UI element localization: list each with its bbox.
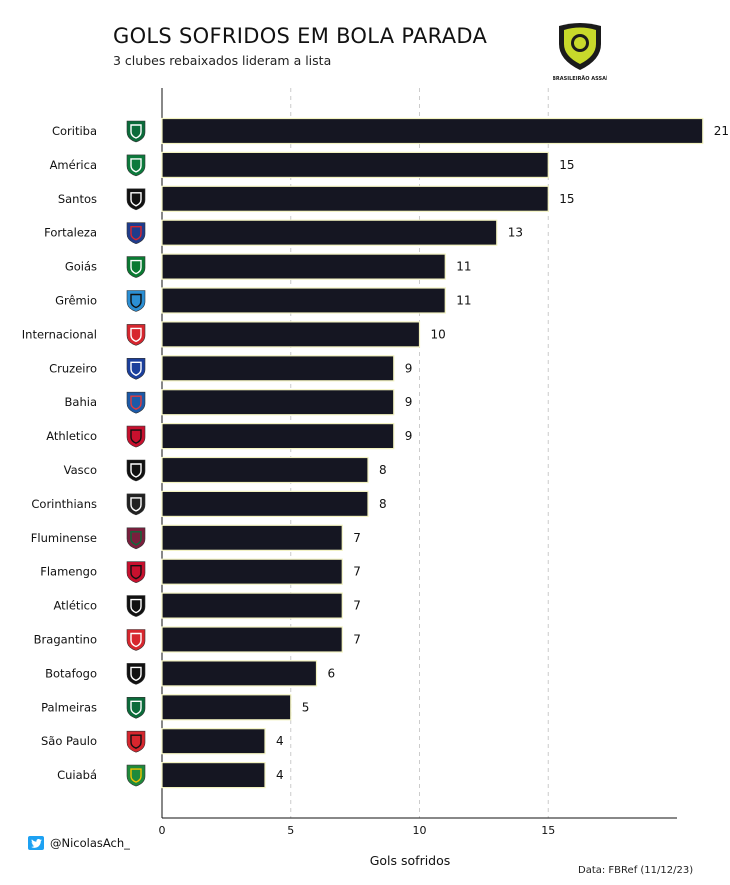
bar (161, 728, 266, 755)
bar (161, 694, 292, 721)
team-crest-icon (126, 527, 146, 550)
bar (161, 389, 395, 416)
category-label: Internacional (22, 327, 97, 341)
value-label: 4 (276, 768, 284, 782)
category-label: Bahia (65, 395, 97, 409)
bar (161, 117, 704, 145)
category-label: Palmeiras (41, 700, 97, 714)
x-tick-label: 5 (287, 824, 294, 837)
value-label: 9 (405, 395, 413, 409)
category-label: Vasco (64, 463, 97, 477)
bar (161, 524, 343, 551)
bar (161, 456, 369, 484)
team-crest-icon (126, 222, 146, 245)
value-label: 8 (379, 463, 387, 477)
value-label: 4 (276, 734, 284, 748)
value-label: 7 (353, 633, 361, 647)
bar (161, 761, 266, 789)
value-label: 10 (431, 327, 446, 341)
team-crest-icon (126, 154, 146, 177)
x-tick-label: 15 (541, 824, 555, 837)
value-label: 6 (328, 666, 336, 680)
bar (161, 558, 343, 585)
team-crest-icon (126, 425, 146, 448)
value-label: 7 (353, 599, 361, 613)
twitter-icon (28, 836, 44, 850)
category-label: Bragantino (34, 633, 97, 647)
category-label: Fortaleza (44, 226, 97, 240)
x-tick-label: 10 (413, 824, 427, 837)
team-crest-icon (126, 595, 146, 617)
x-axis-label: Gols sofridos (370, 853, 451, 868)
category-label: Botafogo (45, 666, 97, 680)
bar (161, 592, 343, 619)
bar (161, 151, 549, 178)
category-label: Santos (58, 192, 97, 206)
team-crest-icon (126, 764, 146, 787)
value-label: 11 (456, 260, 471, 274)
author-handle-text: @NicolasAch_ (50, 836, 130, 850)
league-logo-text: BRASILEIRÃO ASSAÍ (553, 74, 607, 82)
value-label: 7 (353, 565, 361, 579)
brasileirao-logo: BRASILEIRÃO ASSAÍ (553, 23, 607, 82)
value-labels: 21 15 15 13 11 11 10 9 9 9 8 8 7 7 7 7 6 5 4 4 (276, 124, 729, 782)
category-label: Cruzeiro (49, 361, 97, 375)
team-crest-icon (126, 120, 146, 143)
category-label: Fluminense (31, 531, 97, 545)
team-crest-icon (126, 493, 146, 516)
team-crest-icon (126, 697, 146, 719)
data-source: Data: FBRef (11/12/23) (578, 865, 694, 876)
value-label: 11 (456, 294, 471, 308)
category-label: Corinthians (31, 497, 97, 511)
value-label: 9 (405, 361, 413, 375)
team-crest-icon (126, 358, 146, 380)
team-crest-icon (126, 256, 146, 278)
category-label: Goiás (65, 260, 97, 274)
value-label: 7 (353, 531, 361, 545)
chart-subtitle: 3 clubes rebaixados lideram a lista (113, 53, 332, 68)
value-label: 21 (714, 124, 729, 138)
chart-title: GOLS SOFRIDOS EM BOLA PARADA (113, 24, 488, 48)
x-tick-labels: 0 5 10 15 (159, 824, 556, 837)
bar (161, 253, 446, 280)
value-label: 8 (379, 497, 387, 511)
team-crest-icon (126, 459, 146, 482)
bar (161, 321, 421, 348)
bars (161, 117, 704, 789)
team-crest-icon (126, 663, 146, 685)
bar (161, 490, 369, 517)
value-label: 5 (302, 700, 310, 714)
category-label: Flamengo (40, 565, 97, 579)
team-crest-icon (126, 188, 146, 211)
category-labels: Coritiba América Santos Fortaleza Goiás Grêmi… (22, 124, 97, 782)
category-label: Grêmio (55, 294, 97, 308)
team-crests (126, 120, 146, 787)
team-crest-icon (126, 324, 146, 346)
category-label: Atlético (53, 599, 97, 613)
value-label: 15 (559, 158, 574, 172)
bar (161, 423, 395, 450)
x-tick-label: 0 (159, 824, 166, 837)
bar (161, 355, 395, 382)
bar (161, 219, 498, 246)
bar (161, 287, 446, 314)
value-label: 13 (508, 226, 523, 240)
author-handle[interactable]: @NicolasAch_ (28, 836, 130, 850)
category-label: Athletico (46, 429, 97, 443)
category-label: América (50, 158, 97, 172)
value-label: 9 (405, 429, 413, 443)
bar (161, 185, 549, 212)
team-crest-icon (126, 391, 146, 414)
team-crest-icon (126, 290, 146, 312)
category-label: Cuiabá (57, 768, 97, 782)
category-label: Coritiba (52, 124, 97, 138)
bar (161, 626, 343, 653)
team-crest-icon (126, 629, 146, 651)
value-label: 15 (559, 192, 574, 206)
bar (161, 660, 318, 687)
category-label: São Paulo (41, 734, 97, 748)
team-crest-icon (126, 730, 146, 753)
team-crest-icon (126, 561, 146, 584)
